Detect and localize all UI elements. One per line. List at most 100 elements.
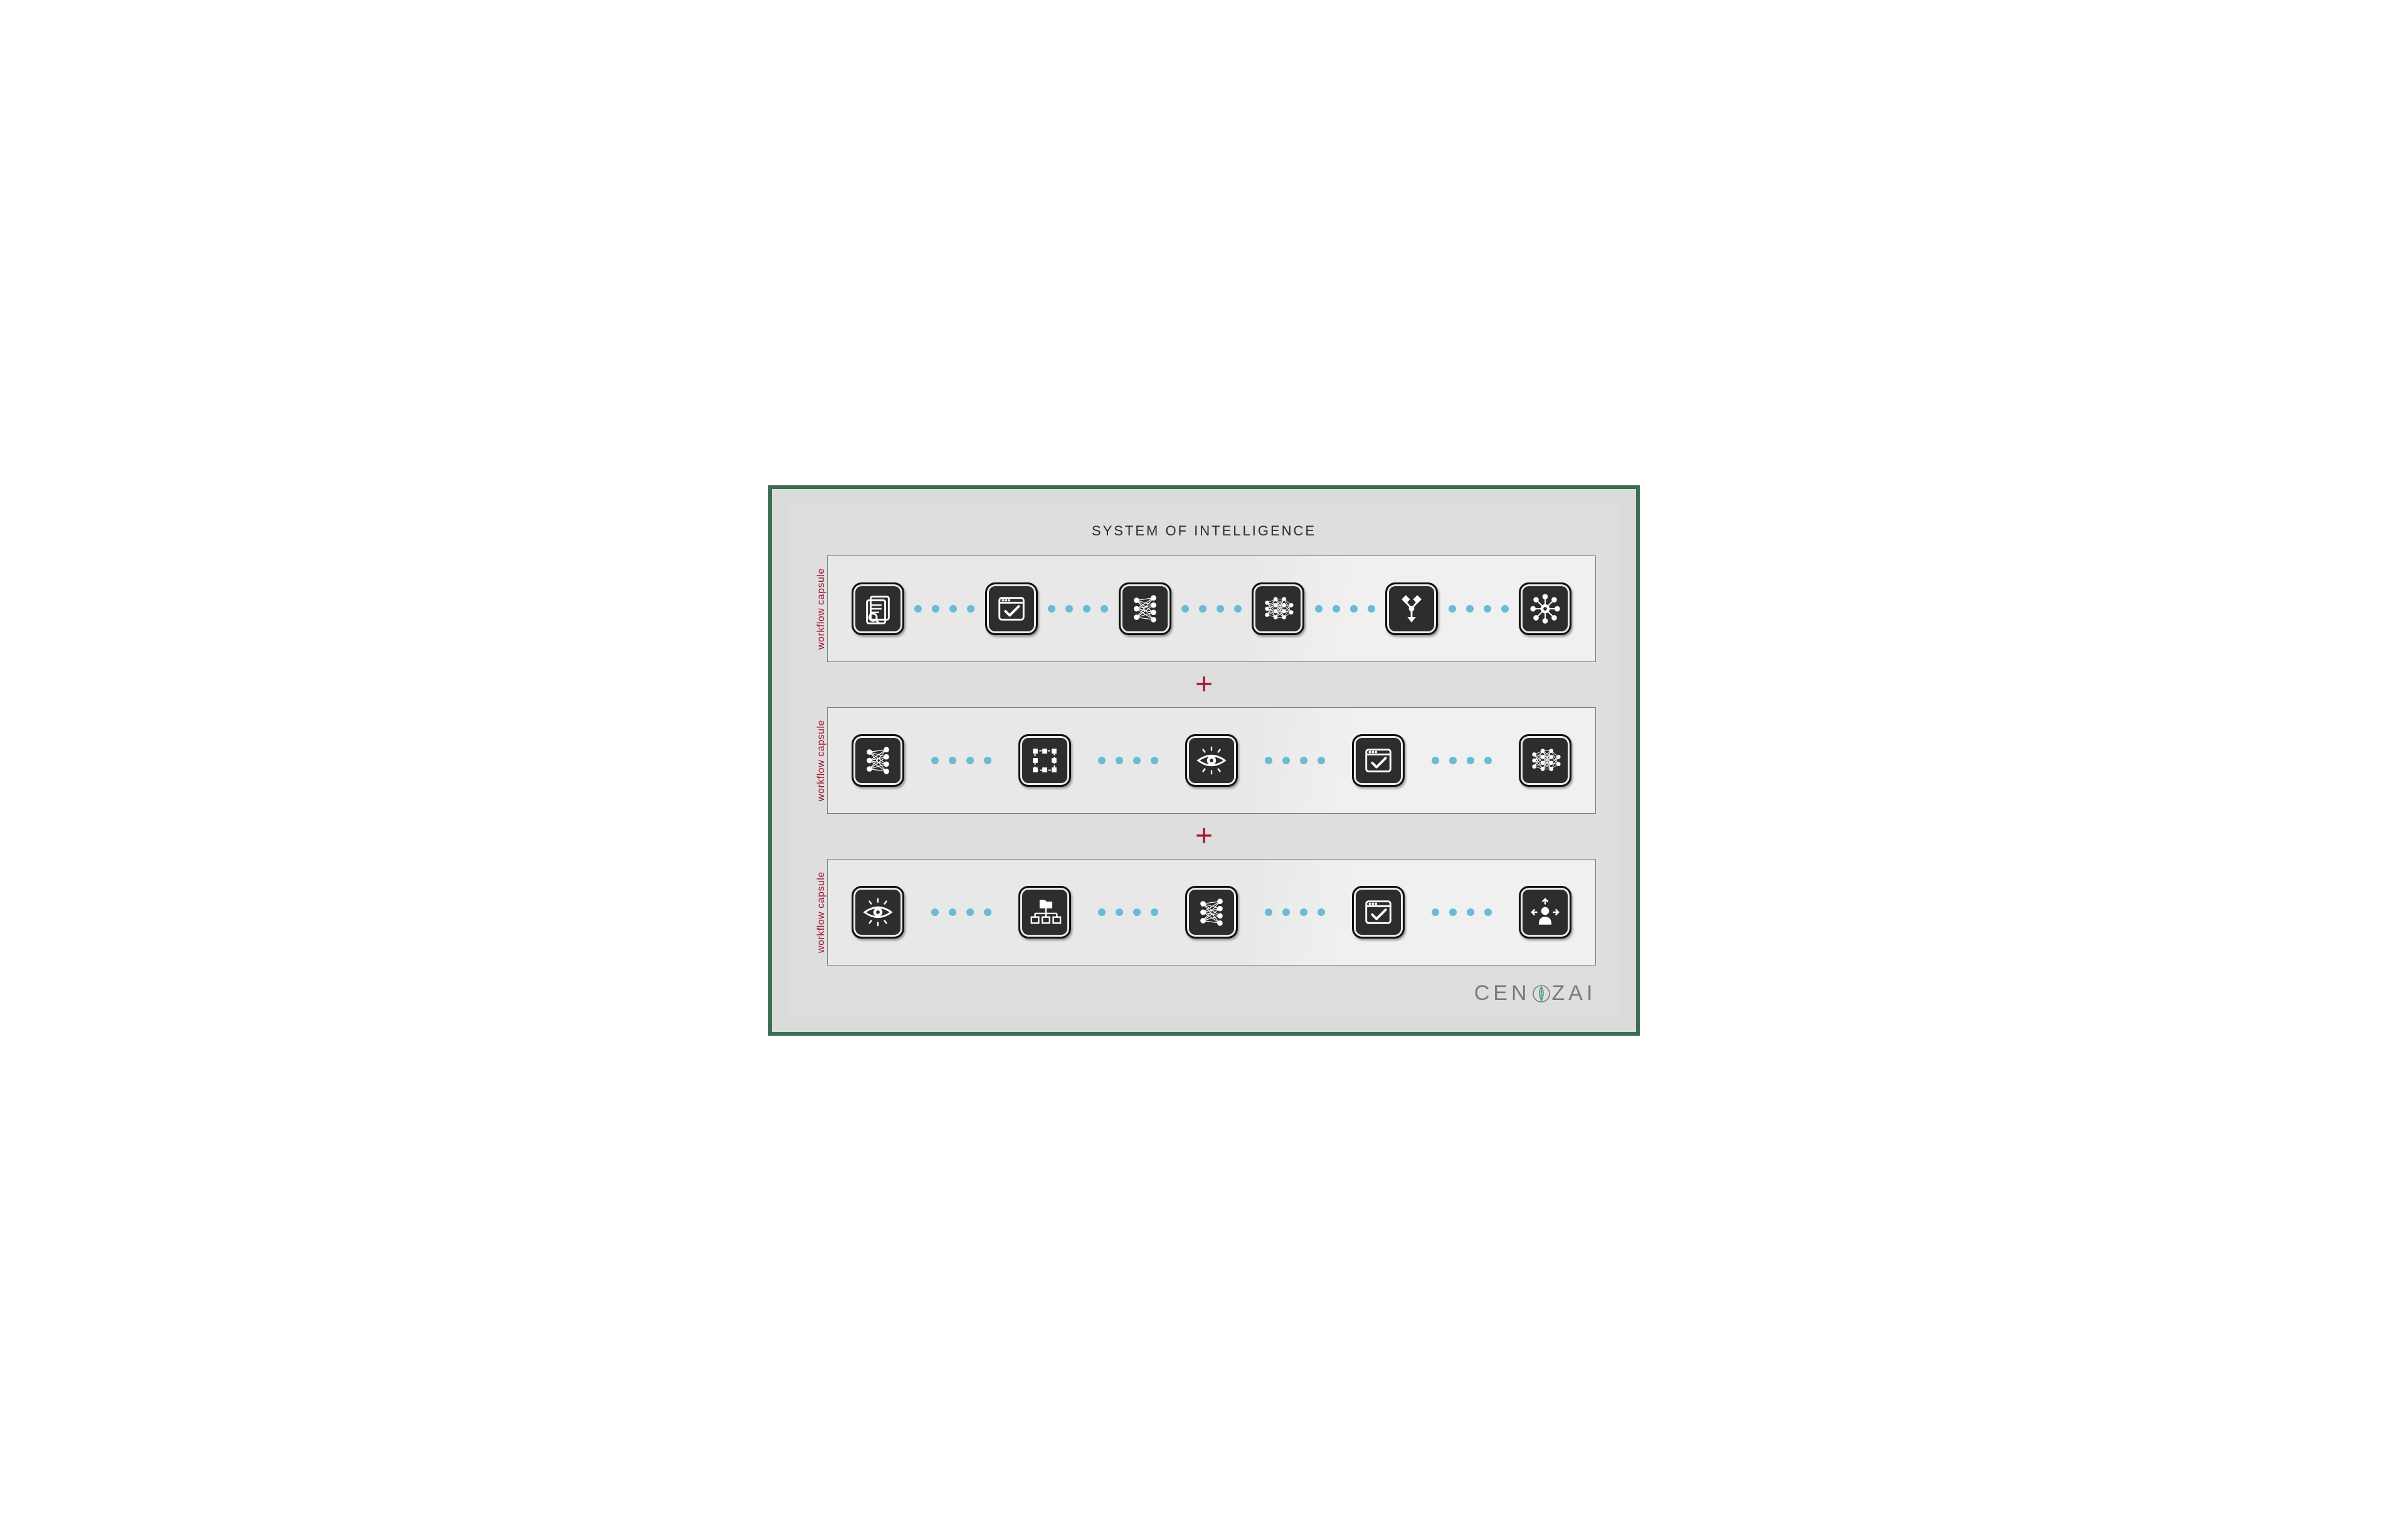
page-title: SYSTEM OF INTELLIGENCE [812,523,1597,539]
connector-dot [1098,908,1106,916]
connector-dots [1238,757,1352,764]
connector-dot [1368,605,1375,613]
workflow-tile [1119,582,1171,635]
workflow-tile [1018,886,1071,939]
capsules-container: workflow capsule + workflow capsule + workfl… [812,555,1597,966]
connector-dot [1333,605,1340,613]
workflow-tile [1185,734,1238,787]
connector-dot [1484,757,1492,764]
connector-dots [1038,605,1119,613]
neural-deep-icon [1261,592,1295,626]
capsule-row [852,582,1572,635]
connector-dot [1432,757,1439,764]
neural-layer-icon [1195,895,1228,929]
capsule-wrap: workflow capsule [812,859,1597,966]
workflow-tile [1519,734,1571,787]
connector-dots [1405,908,1519,916]
neural-layer-icon [1128,592,1162,626]
connector-dot [932,605,939,613]
connector-dot [1318,908,1325,916]
connector-dot [1083,605,1090,613]
connector-dot [1350,605,1358,613]
connector-dot [1133,757,1141,764]
connector-dot [1265,757,1272,764]
workflow-tile [852,734,904,787]
connector-dot [967,605,974,613]
connector-dot [1181,605,1189,613]
connector-dots [1071,908,1185,916]
connector-dots [1405,757,1519,764]
workflow-tile [852,886,904,939]
workflow-tile [852,582,904,635]
connector-dot [1133,908,1141,916]
connector-dot [931,757,939,764]
connector-dot [1484,605,1491,613]
connector-dot [1501,605,1509,613]
window-check-icon [995,592,1028,626]
workflow-tile [1352,886,1405,939]
connector-dot [1282,908,1290,916]
connector-dot [1467,757,1474,764]
capsule-row [852,886,1572,939]
workflow-tile [1185,886,1238,939]
connector-dot [1065,605,1073,613]
capsule-label: workflow capsule [812,555,827,662]
plus-separator: + [812,821,1597,851]
connector-dot [1217,605,1224,613]
workflow-tile [1385,582,1438,635]
capsule-row [852,734,1572,787]
connector-dot [1098,757,1106,764]
connector-dot [984,908,991,916]
connector-dot [1449,757,1457,764]
connector-dot [1116,908,1123,916]
plus-separator: + [812,670,1597,700]
connector-dot [1449,605,1456,613]
canvas: SYSTEM OF INTELLIGENCE workflow capsule +… [789,505,1619,1016]
outer-frame: SYSTEM OF INTELLIGENCE workflow capsule +… [768,485,1640,1036]
workflow-tile [1519,582,1571,635]
workflow-tile [985,582,1038,635]
fork-down-icon [1395,592,1428,626]
brand-logo: CEN ZAI [1474,981,1597,1006]
connector-dot [1151,757,1158,764]
connector-dot [1449,908,1457,916]
neural-deep-icon [1528,744,1562,777]
connector-dot [1466,605,1474,613]
connector-dots [904,757,1018,764]
connector-dot [1467,908,1474,916]
connector-dot [949,908,956,916]
connector-dot [931,908,939,916]
connector-dot [914,605,922,613]
workflow-capsule [827,707,1597,814]
capsule-label: workflow capsule [812,859,827,966]
logo-leaf-icon [1532,984,1551,1003]
logo-text-post: ZAI [1552,981,1597,1006]
person-directions-icon [1528,895,1562,929]
connector-dot [1151,908,1158,916]
connector-dots [1304,605,1385,613]
document-search-icon [861,592,895,626]
eye-icon [1195,744,1228,777]
logo-text-pre: CEN [1474,981,1531,1006]
connector-dot [1484,908,1492,916]
connector-dot [1432,908,1439,916]
connector-dots [904,908,1018,916]
connector-dot [1199,605,1207,613]
connector-dot [1048,605,1055,613]
window-check-icon [1361,744,1395,777]
connector-dot [1300,757,1307,764]
connector-dots [904,605,985,613]
network-hub-icon [1528,592,1562,626]
workflow-tile [1018,734,1071,787]
capsule-label: workflow capsule [812,707,827,814]
connector-dot [1318,757,1325,764]
connector-dot [1300,908,1307,916]
workflow-capsule [827,859,1597,966]
workflow-tile [1519,886,1571,939]
connector-dot [1234,605,1242,613]
workflow-tile [1252,582,1304,635]
connector-dot [1101,605,1108,613]
capsule-wrap: workflow capsule [812,707,1597,814]
connector-dot [966,757,974,764]
workflow-capsule [827,555,1597,662]
